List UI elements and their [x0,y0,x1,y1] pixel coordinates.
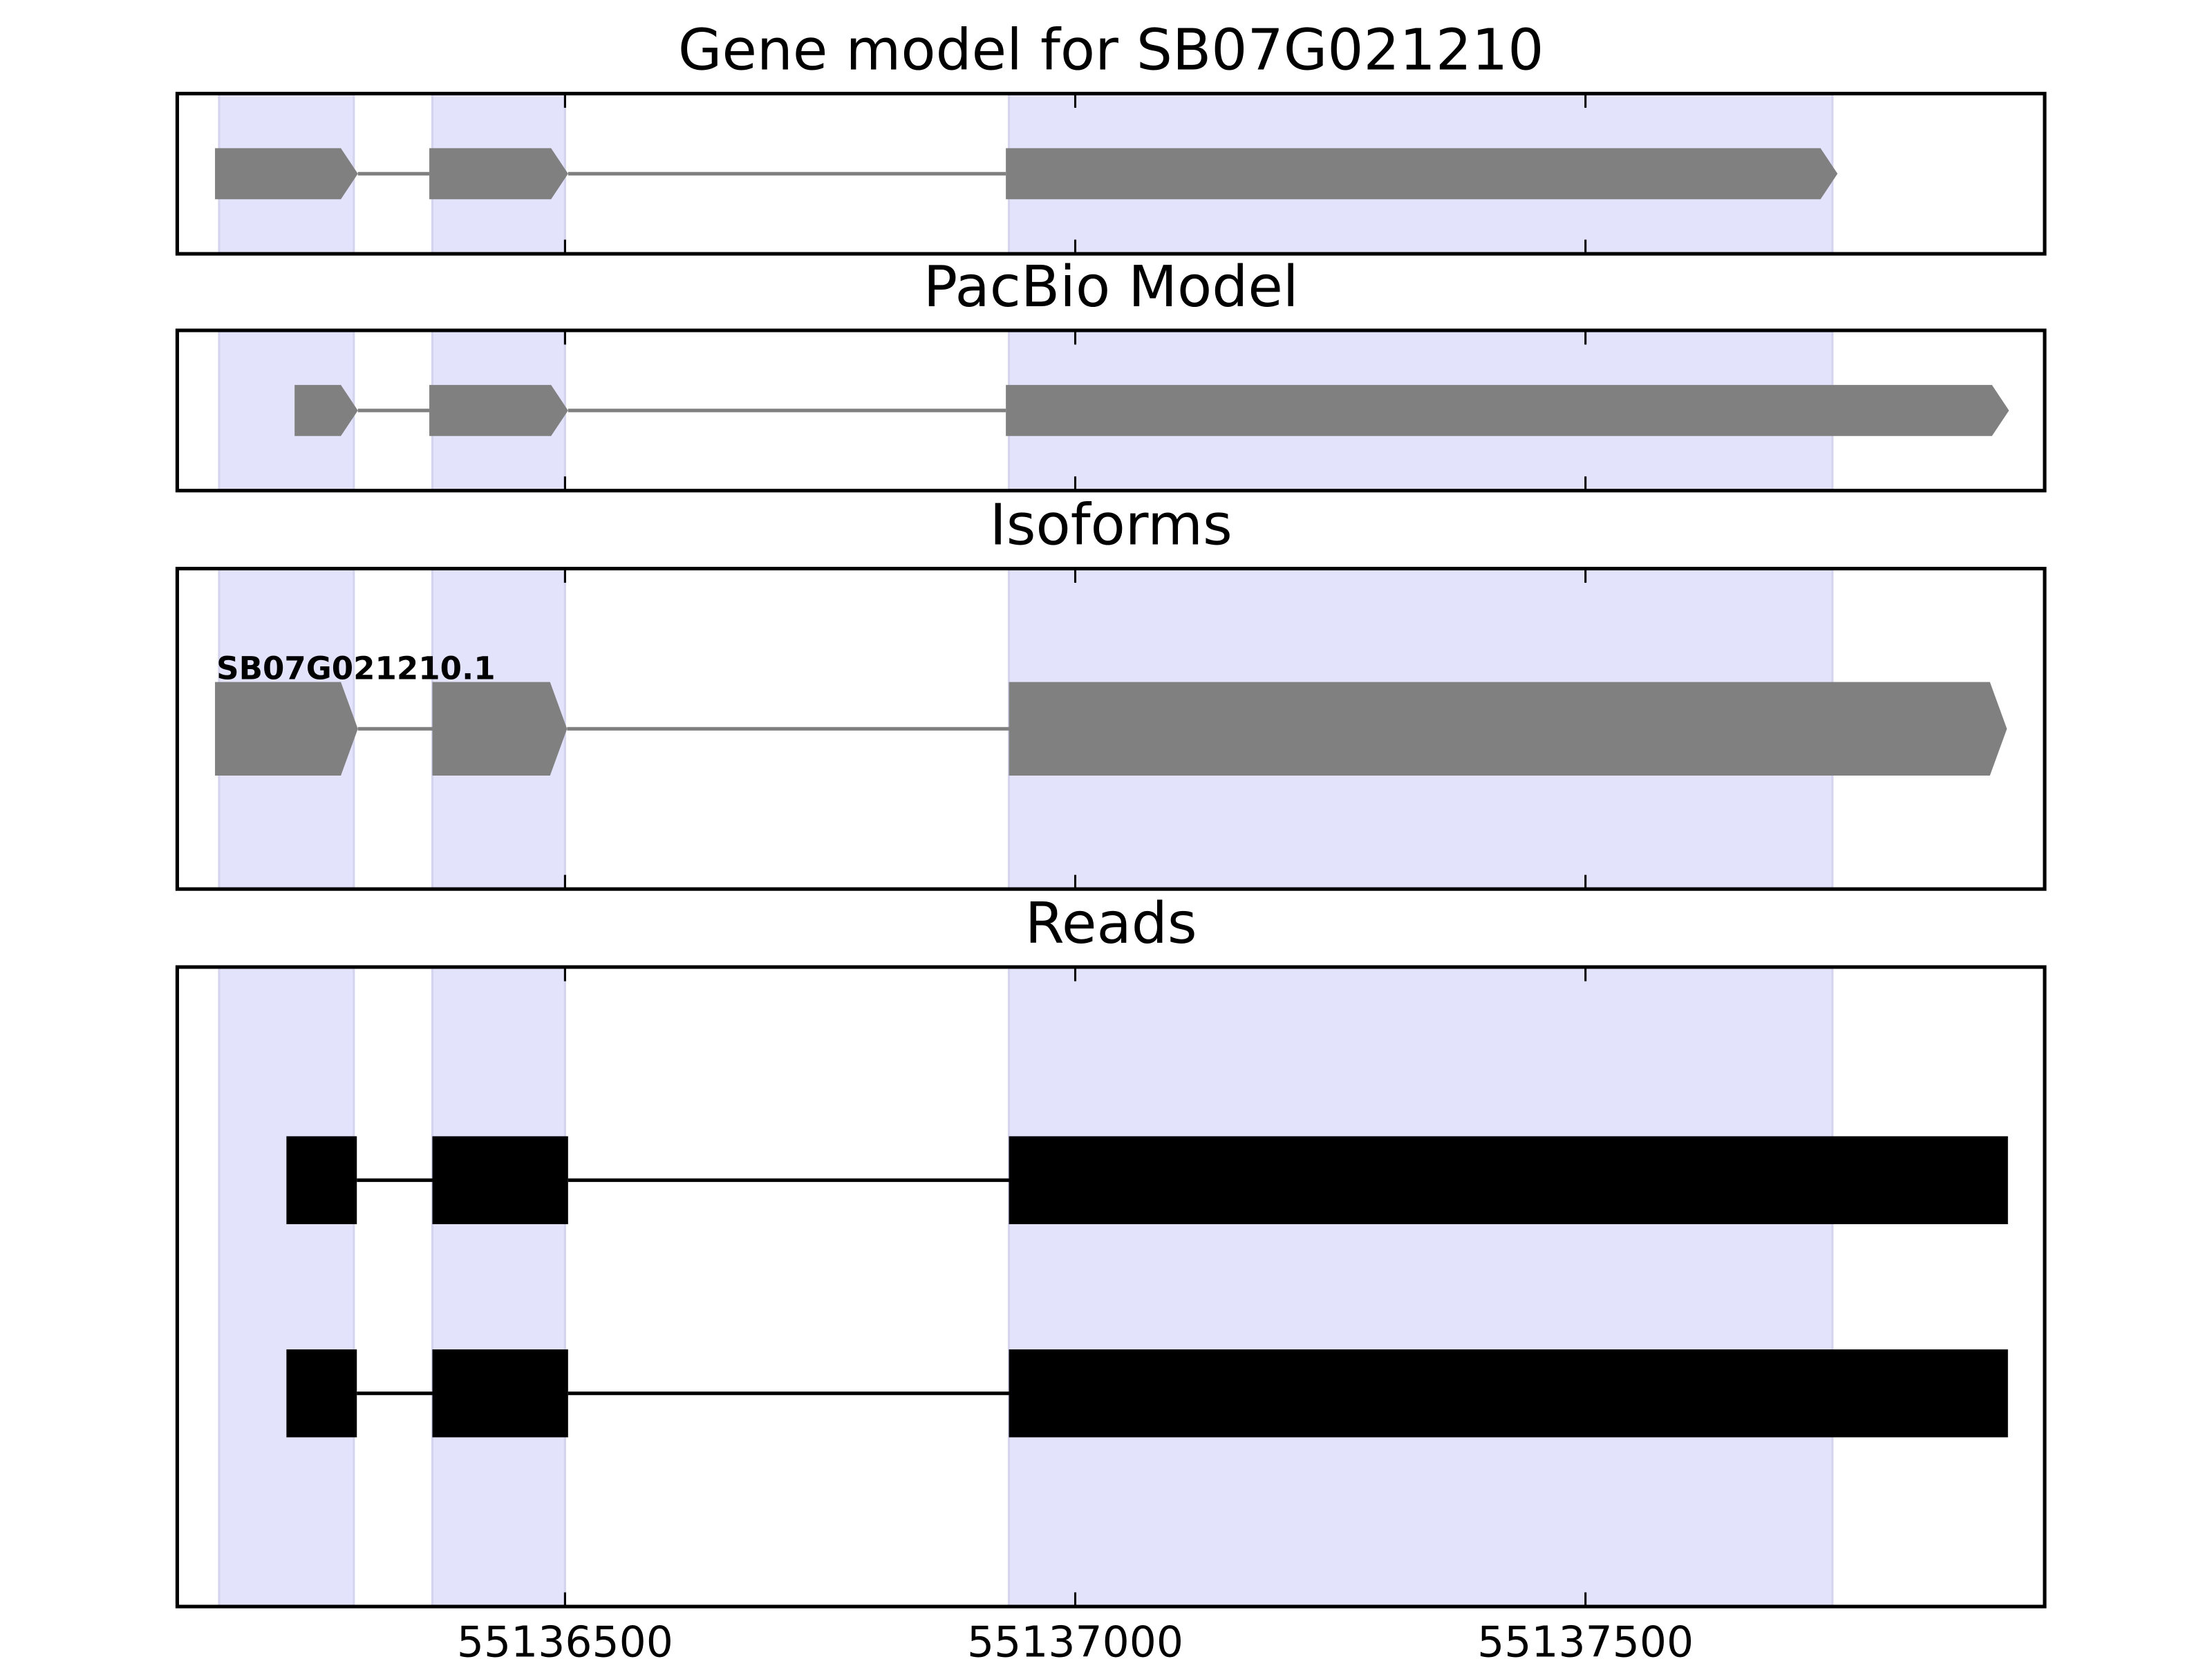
exon [1009,1136,2008,1224]
exon [432,1349,568,1438]
exon [1006,384,2009,436]
exon [429,384,568,436]
x-tick-label: 55137500 [1477,1618,1694,1659]
exon-region [431,966,566,1608]
panel-title: Reads [1025,891,1197,957]
exon [429,148,568,200]
feature-label: SB07G021210.1 [216,650,496,686]
exon [1006,148,1838,200]
panel-frame [175,567,2047,891]
x-tick-label: 55137000 [967,1618,1183,1659]
panel-frame [175,328,2047,493]
exon [286,1349,357,1438]
panel-title: Gene model for SB07G021210 [678,17,1544,83]
exon [1009,1349,2008,1438]
exon [215,148,358,200]
x-tick-label: 55136500 [457,1618,673,1659]
exon [432,682,568,776]
exon [286,1136,357,1224]
exon-region [1008,966,1834,1608]
panel-frame [175,965,2047,1609]
panel-title: PacBio Model [924,254,1299,320]
exon-region [218,966,355,1608]
exon [294,384,358,436]
exon [215,682,358,776]
exon [1009,682,2007,776]
panel-frame [175,91,2047,256]
panel-title: Isoforms [990,493,1232,559]
exon [432,1136,568,1224]
